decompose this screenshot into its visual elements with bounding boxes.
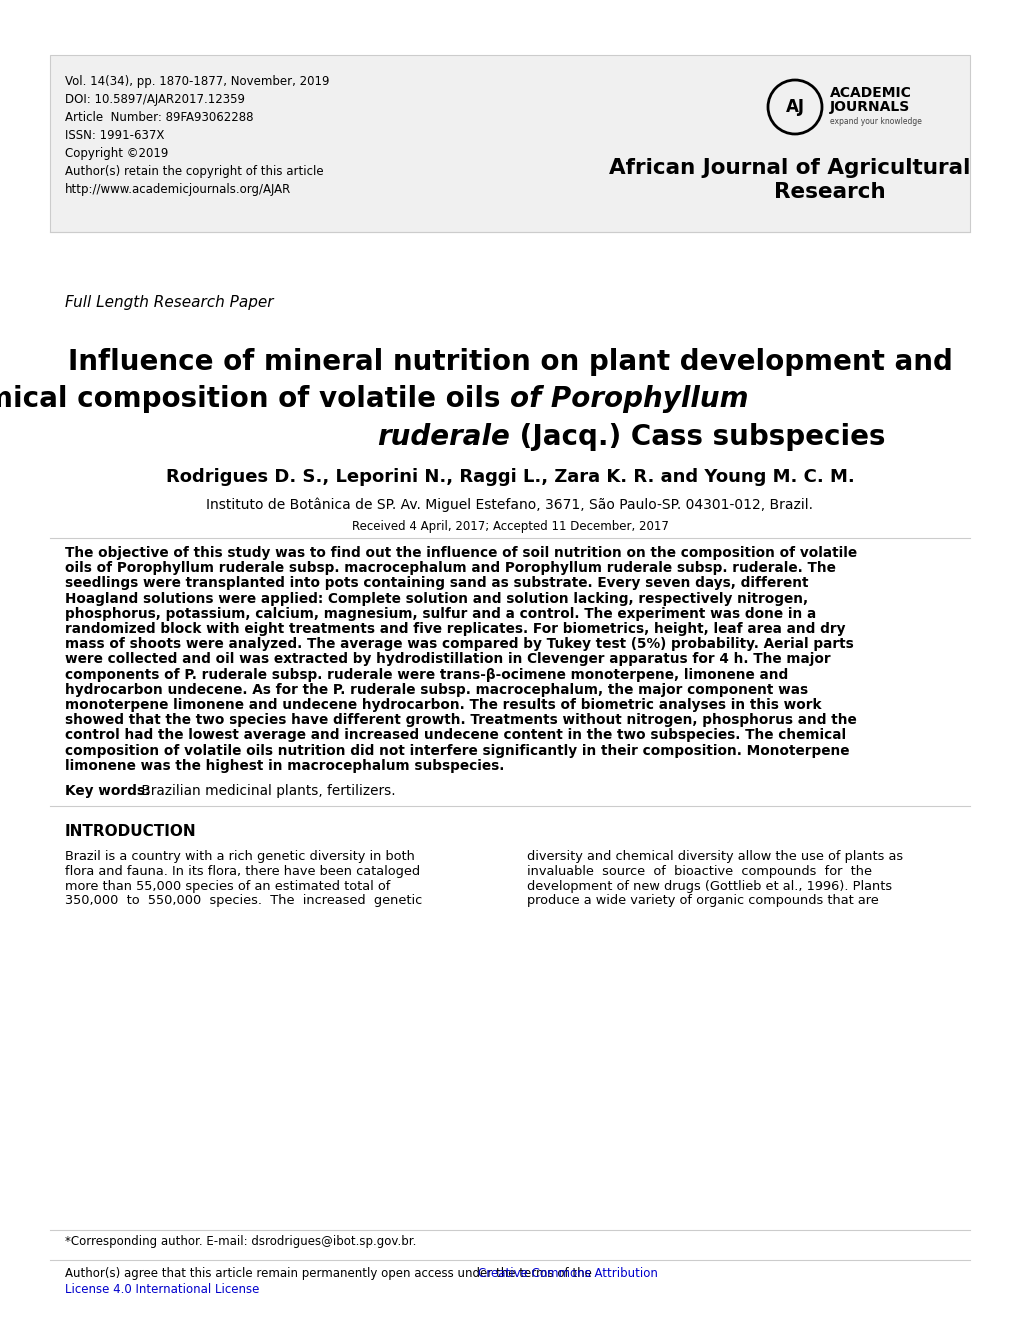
Text: hydrocarbon undecene. As for the P. ruderale subsp. macrocephalum, the major com: hydrocarbon undecene. As for the P. rude… <box>65 682 807 697</box>
Text: ruderale: ruderale <box>377 422 510 451</box>
Text: more than 55,000 species of an estimated total of: more than 55,000 species of an estimated… <box>65 879 390 892</box>
Text: Brazil is a country with a rich genetic diversity in both: Brazil is a country with a rich genetic … <box>65 850 415 863</box>
Text: expand your knowledge: expand your knowledge <box>829 116 921 125</box>
Text: Author(s) agree that this article remain permanently open access under the terms: Author(s) agree that this article remain… <box>65 1267 595 1280</box>
Text: Brazilian medicinal plants, fertilizers.: Brazilian medicinal plants, fertilizers. <box>137 784 395 799</box>
Text: JOURNALS: JOURNALS <box>829 100 909 114</box>
Text: Influence of mineral nutrition on plant development and: Influence of mineral nutrition on plant … <box>67 348 952 376</box>
Text: http://www.academicjournals.org/AJAR: http://www.academicjournals.org/AJAR <box>65 183 291 195</box>
Text: *Corresponding author. E-mail: dsrodrigues@ibot.sp.gov.br.: *Corresponding author. E-mail: dsrodrigu… <box>65 1236 416 1247</box>
Text: Copyright ©2019: Copyright ©2019 <box>65 147 168 160</box>
Text: oils of Porophyllum ruderale subsp. macrocephalum and Porophyllum ruderale subsp: oils of Porophyllum ruderale subsp. macr… <box>65 561 835 576</box>
Text: The objective of this study was to find out the influence of soil nutrition on t: The objective of this study was to find … <box>65 546 856 560</box>
Text: Article  Number: 89FA93062288: Article Number: 89FA93062288 <box>65 111 254 124</box>
Text: (Jacq.) Cass subspecies: (Jacq.) Cass subspecies <box>510 422 884 451</box>
Text: Full Length Research Paper: Full Length Research Paper <box>65 294 273 310</box>
Text: ACADEMIC: ACADEMIC <box>829 86 911 100</box>
Text: Rodrigues D. S., Leporini N., Raggi L., Zara K. R. and Young M. C. M.: Rodrigues D. S., Leporini N., Raggi L., … <box>165 469 854 486</box>
Text: Instituto de Botânica de SP. Av. Miguel Estefano, 3671, São Paulo-SP. 04301-012,: Instituto de Botânica de SP. Av. Miguel … <box>206 498 813 512</box>
Text: DOI: 10.5897/AJAR2017.12359: DOI: 10.5897/AJAR2017.12359 <box>65 92 245 106</box>
Text: monoterpene limonene and undecene hydrocarbon. The results of biometric analyses: monoterpene limonene and undecene hydroc… <box>65 698 820 711</box>
Text: chemical composition of volatile oils: chemical composition of volatile oils <box>0 385 510 413</box>
Text: invaluable  source  of  bioactive  compounds  for  the: invaluable source of bioactive compounds… <box>527 865 871 878</box>
Text: development of new drugs (Gottlieb et al., 1996). Plants: development of new drugs (Gottlieb et al… <box>527 879 892 892</box>
Text: diversity and chemical diversity allow the use of plants as: diversity and chemical diversity allow t… <box>527 850 902 863</box>
Text: control had the lowest average and increased undecene content in the two subspec: control had the lowest average and incre… <box>65 729 846 742</box>
Text: Creative Commons Attribution: Creative Commons Attribution <box>478 1267 657 1280</box>
Text: components of P. ruderale subsp. ruderale were trans-β-ocimene monoterpene, limo: components of P. ruderale subsp. ruderal… <box>65 668 788 681</box>
Text: INTRODUCTION: INTRODUCTION <box>65 824 197 840</box>
Text: showed that the two species have different growth. Treatments without nitrogen, : showed that the two species have differe… <box>65 713 856 727</box>
Text: Author(s) retain the copyright of this article: Author(s) retain the copyright of this a… <box>65 165 323 178</box>
Text: composition of volatile oils nutrition did not interfere significantly in their : composition of volatile oils nutrition d… <box>65 743 849 758</box>
Text: phosphorus, potassium, calcium, magnesium, sulfur and a control. The experiment : phosphorus, potassium, calcium, magnesiu… <box>65 607 815 620</box>
Text: 350,000  to  550,000  species.  The  increased  genetic: 350,000 to 550,000 species. The increase… <box>65 895 422 907</box>
Text: Key words:: Key words: <box>65 784 150 799</box>
Text: produce a wide variety of organic compounds that are: produce a wide variety of organic compou… <box>527 895 878 907</box>
Text: mass of shoots were analyzed. The average was compared by Tukey test (5%) probab: mass of shoots were analyzed. The averag… <box>65 638 853 651</box>
Text: of Porophyllum: of Porophyllum <box>510 385 748 413</box>
Text: limonene was the highest in macrocephalum subspecies.: limonene was the highest in macrocephalu… <box>65 759 503 772</box>
Text: License 4.0 International License: License 4.0 International License <box>65 1283 259 1296</box>
Text: were collected and oil was extracted by hydrodistillation in Clevenger apparatus: were collected and oil was extracted by … <box>65 652 829 667</box>
Text: Hoagland solutions were applied: Complete solution and solution lacking, respect: Hoagland solutions were applied: Complet… <box>65 591 807 606</box>
Text: African Journal of Agricultural: African Journal of Agricultural <box>608 158 970 178</box>
Text: randomized block with eight treatments and five replicates. For biometrics, heig: randomized block with eight treatments a… <box>65 622 845 636</box>
Text: Vol. 14(34), pp. 1870-1877, November, 2019: Vol. 14(34), pp. 1870-1877, November, 20… <box>65 75 329 88</box>
Text: AJ: AJ <box>785 98 804 116</box>
Text: Research: Research <box>773 182 884 202</box>
Text: flora and fauna. In its flora, there have been cataloged: flora and fauna. In its flora, there hav… <box>65 865 420 878</box>
Text: ISSN: 1991-637X: ISSN: 1991-637X <box>65 129 164 143</box>
FancyBboxPatch shape <box>50 55 969 232</box>
Text: seedlings were transplanted into pots containing sand as substrate. Every seven : seedlings were transplanted into pots co… <box>65 577 808 590</box>
Text: Received 4 April, 2017; Accepted 11 December, 2017: Received 4 April, 2017; Accepted 11 Dece… <box>352 520 667 533</box>
